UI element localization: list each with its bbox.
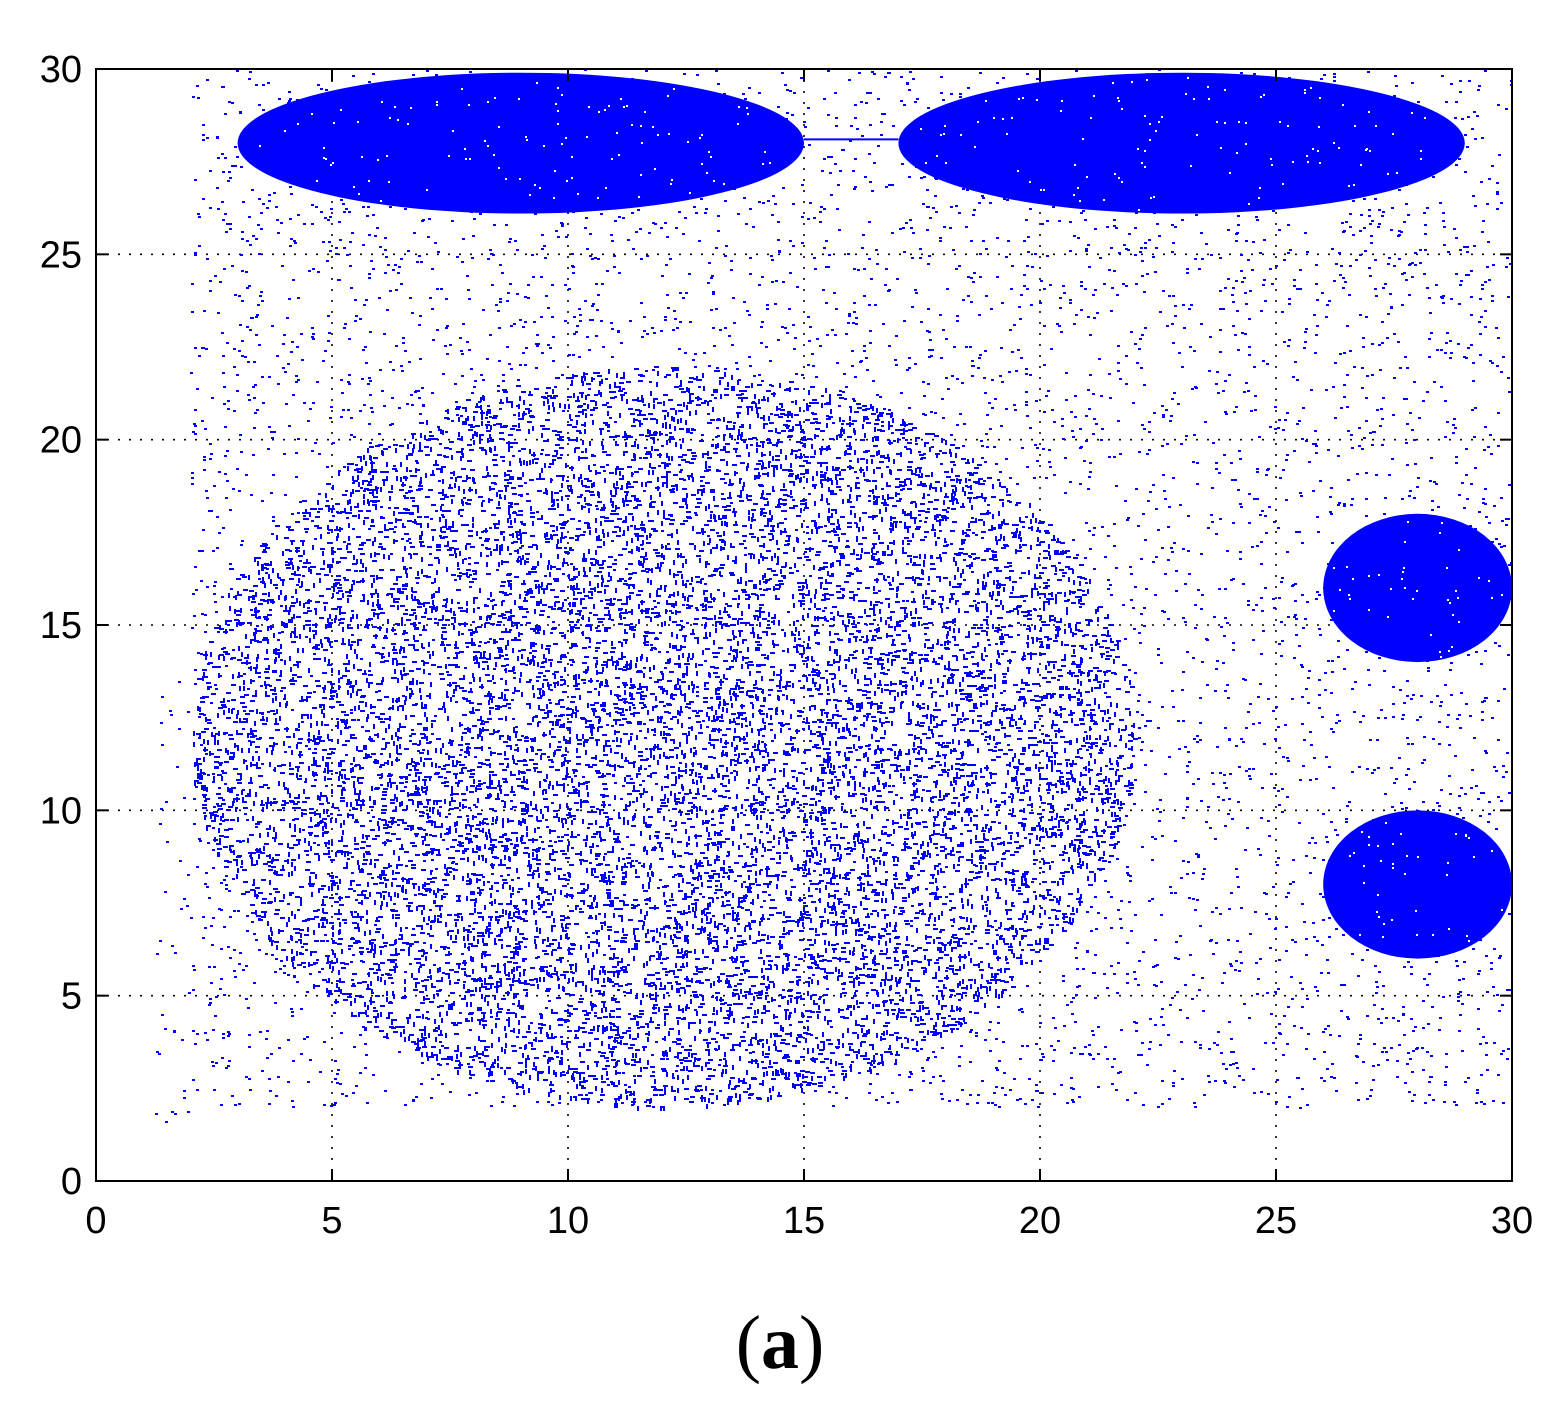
x-tick-label: 20: [1019, 1200, 1061, 1242]
y-tick-label: 10: [40, 790, 82, 832]
cluster-solid-ellipse: [1323, 513, 1512, 663]
x-tick-label: 25: [1255, 1200, 1297, 1242]
x-tick-label: 0: [85, 1200, 106, 1242]
cluster-region-2: [898, 72, 1465, 214]
cluster-region-1: [237, 72, 804, 214]
cluster-region-5: [1323, 810, 1512, 959]
x-tick-label: 10: [547, 1200, 589, 1242]
y-tick-label: 30: [40, 49, 82, 91]
cluster-solid-ellipse: [237, 72, 804, 214]
y-tick-label: 5: [61, 976, 82, 1018]
cluster-region-3: [193, 366, 1138, 1111]
x-tick-label: 5: [321, 1200, 342, 1242]
cluster-scatter-points: [193, 366, 1138, 1111]
axis-ticks: 0 5 10 15 20 25 30 0 5 10 15 20 25 30: [40, 49, 1533, 1242]
y-tick-label: 0: [61, 1161, 82, 1203]
data-points: [155, 69, 1512, 1123]
caption-letter: a: [761, 1301, 799, 1385]
caption-open-paren: (: [735, 1301, 761, 1385]
x-tick-label: 30: [1491, 1200, 1533, 1242]
cluster-region-4: [1323, 513, 1512, 663]
cluster-solid-ellipse: [1323, 810, 1512, 959]
y-tick-label: 15: [40, 605, 82, 647]
figure-caption: (a): [0, 1300, 1560, 1387]
x-tick-label: 15: [783, 1200, 825, 1242]
y-tick-label: 25: [40, 234, 82, 276]
caption-close-paren: ): [799, 1301, 825, 1385]
cluster-solid-ellipse: [898, 72, 1465, 214]
y-tick-label: 20: [40, 420, 82, 462]
